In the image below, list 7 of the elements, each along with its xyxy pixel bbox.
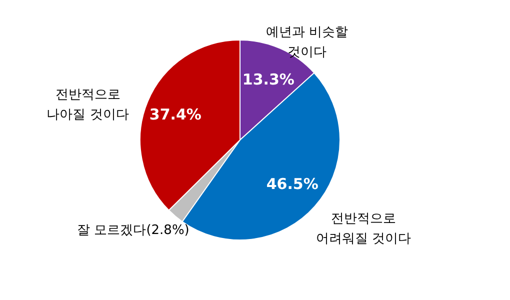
- slice-label: 전반적으로 어려워질 것이다: [316, 211, 411, 246]
- data-label: 37.4%: [149, 106, 202, 124]
- slice-label: 전반적으로 나아질 것이다: [46, 88, 129, 122]
- data-label: 13.3%: [242, 70, 294, 89]
- data-label: 46.5%: [266, 174, 318, 193]
- slice-label: 잘 모르겠다(2.8%): [77, 222, 190, 238]
- slice-label: 예년과 비슷할 것이다: [266, 25, 348, 60]
